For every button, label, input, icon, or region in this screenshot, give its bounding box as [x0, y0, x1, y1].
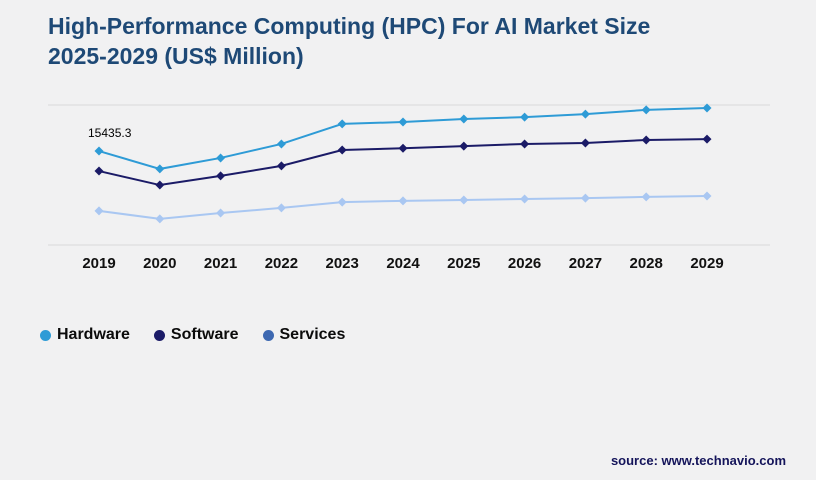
hardware-marker — [641, 105, 651, 115]
x-axis-label: 2022 — [265, 255, 298, 272]
source-attribution: source: www.technavio.com — [610, 453, 786, 468]
hardware-marker — [702, 103, 712, 113]
services-marker — [216, 208, 226, 218]
x-axis-label: 2021 — [204, 255, 237, 272]
software-marker — [276, 161, 286, 171]
chart-legend: Hardware Software Services — [40, 326, 345, 344]
x-axis-label: 2023 — [326, 255, 359, 272]
x-axis-label: 2028 — [630, 255, 663, 272]
hardware-marker — [398, 117, 408, 127]
services-marker — [520, 194, 530, 204]
hardware-marker — [155, 164, 165, 174]
data-label: 15435.3 — [88, 126, 132, 140]
services-marker — [94, 206, 104, 216]
hardware-marker — [580, 109, 590, 119]
legend-item-services: Services — [262, 326, 346, 344]
services-marker — [398, 196, 408, 206]
hardware-marker — [216, 153, 226, 163]
software-marker — [398, 143, 408, 153]
software-marker — [580, 138, 590, 148]
legend-item-hardware: Hardware — [40, 326, 130, 344]
legend-marker-services — [262, 329, 274, 341]
software-marker — [216, 171, 226, 181]
services-marker — [702, 191, 712, 201]
software-marker — [94, 166, 104, 176]
legend-label-software: Software — [170, 326, 239, 343]
software-marker — [641, 135, 651, 145]
chart-title-line2: 2025-2029 (US$ Million) — [48, 42, 304, 69]
legend-item-software: Software — [153, 326, 239, 344]
x-axis-label: 2024 — [386, 255, 420, 272]
services-marker — [580, 193, 590, 203]
software-marker — [459, 141, 469, 151]
hardware-marker — [94, 146, 104, 156]
hardware-marker — [459, 114, 469, 124]
services-marker — [276, 203, 286, 213]
services-marker — [155, 214, 165, 224]
software-marker — [337, 145, 347, 155]
hardware-marker — [520, 112, 530, 122]
legend-label-hardware: Hardware — [57, 326, 130, 343]
legend-label-services: Services — [279, 326, 346, 343]
services-marker — [337, 197, 347, 207]
legend-marker-software — [153, 329, 165, 341]
services-marker — [641, 192, 651, 202]
chart-title-line1: High-Performance Computing (HPC) For AI … — [48, 13, 651, 39]
legend-marker-hardware — [40, 329, 51, 341]
x-axis-label: 2027 — [569, 255, 602, 272]
x-axis-label: 2026 — [508, 255, 541, 272]
x-axis-label: 2020 — [143, 255, 176, 272]
services-marker — [459, 195, 469, 205]
x-axis-label: 2029 — [690, 255, 723, 272]
x-axis-label: 2019 — [82, 255, 115, 272]
software-marker — [520, 139, 530, 149]
hardware-line — [98, 107, 708, 170]
software-marker — [702, 134, 712, 144]
x-axis-label: 2025 — [447, 255, 480, 272]
hardware-marker — [337, 119, 347, 129]
hardware-marker — [276, 139, 286, 149]
line-chart: 2019 2020 2021 2022 2023 2024 2025 2026 2027 2028… — [48, 103, 770, 272]
chart-title: High-Performance Computing (HPC) For AI … — [48, 12, 748, 72]
software-marker — [155, 180, 165, 190]
